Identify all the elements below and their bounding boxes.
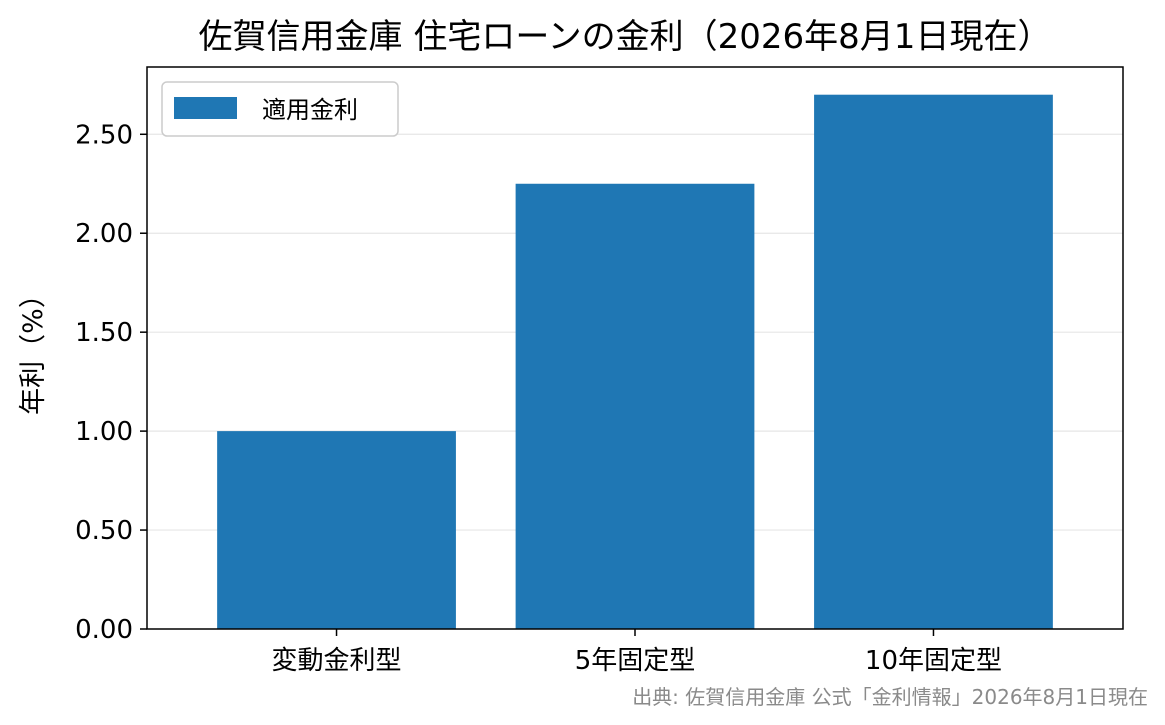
y-tick-label: 0.00 xyxy=(75,615,133,645)
x-tick-label: 10年固定型 xyxy=(865,646,1002,676)
y-tick-label: 1.00 xyxy=(75,417,133,447)
legend-label: 適用金利 xyxy=(262,96,358,124)
legend-box xyxy=(161,81,399,137)
legend: 適用金利 xyxy=(161,81,399,137)
y-tick-label: 1.50 xyxy=(75,318,133,348)
chart-title: 佐賀信用金庫 住宅ローンの金利（2026年8月1日現在） xyxy=(199,17,1052,57)
x-tick-label: 5年固定型 xyxy=(575,646,696,676)
legend-swatch xyxy=(174,97,237,119)
bar xyxy=(217,431,456,629)
y-axis-label: 年利（%） xyxy=(18,281,49,415)
y-axis-ticks: 0.00 0.50 1.00 1.50 2.00 2.50 xyxy=(75,120,147,645)
x-tick-label: 変動金利型 xyxy=(272,646,402,676)
source-note: 出典: 佐賀信用金庫 公式「金利情報」2026年8月1日現在 xyxy=(632,685,1148,709)
y-tick-label: 0.50 xyxy=(75,516,133,546)
y-tick-label: 2.50 xyxy=(75,120,133,150)
bar xyxy=(515,183,755,629)
y-tick-label: 2.00 xyxy=(75,219,133,249)
bars xyxy=(217,94,1053,629)
bar xyxy=(814,94,1053,629)
x-axis-ticks: 変動金利型 5年固定型 10年固定型 xyxy=(272,629,1002,676)
